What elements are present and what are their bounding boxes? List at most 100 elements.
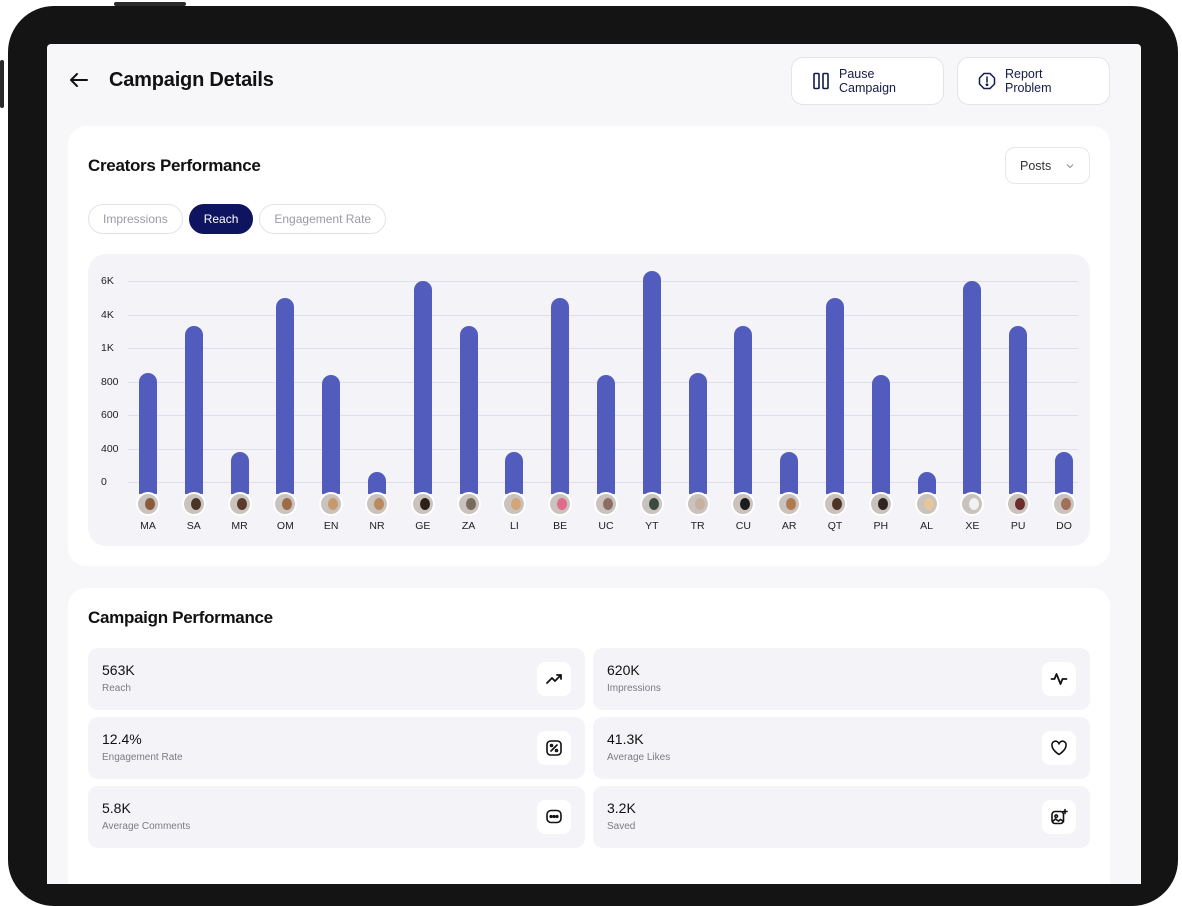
tab-impressions[interactable]: Impressions	[88, 204, 183, 234]
x-tick-label: YT	[645, 520, 659, 532]
chart-bar-uc[interactable]	[597, 374, 615, 494]
creator-avatar[interactable]	[594, 492, 618, 516]
back-arrow-icon[interactable]	[67, 68, 91, 92]
comment-icon	[537, 800, 571, 834]
app-screen: Campaign Details Pause Campaign Report P…	[47, 44, 1141, 884]
creator-avatar[interactable]	[502, 492, 527, 516]
chart-bar-ge[interactable]	[413, 281, 432, 494]
x-tick-label: MA	[140, 520, 156, 532]
chart-bar-do[interactable]	[1055, 451, 1073, 494]
campaign-performance-card: Campaign Performance 563K Reach 620K Imp…	[68, 588, 1110, 884]
chart-bar-za[interactable]	[459, 325, 478, 494]
creator-avatar[interactable]	[777, 492, 802, 516]
creator-avatar[interactable]	[639, 492, 664, 516]
tab-engagement-rate[interactable]: Engagement Rate	[259, 204, 387, 234]
metric-card-impressions: 620K Impressions	[593, 648, 1090, 710]
creator-avatar[interactable]	[914, 492, 939, 516]
y-tick-label: 800	[101, 375, 119, 388]
chart-bar-yt[interactable]	[642, 270, 661, 494]
metric-label: Impressions	[607, 683, 661, 694]
y-tick-label: 400	[101, 442, 119, 455]
metric-card-average-comments: 5.8K Average Comments	[88, 786, 585, 848]
creator-avatar[interactable]	[1006, 492, 1031, 516]
x-tick-label: OM	[276, 520, 294, 532]
creator-avatar[interactable]	[548, 492, 573, 516]
posts-dropdown-value: Posts	[1020, 158, 1052, 173]
x-tick-label: ZA	[461, 520, 476, 532]
creator-avatar[interactable]	[365, 492, 389, 516]
y-tick-label: 6K	[101, 275, 114, 287]
metric-label: Saved	[607, 821, 636, 832]
x-tick-label: QT	[827, 520, 843, 532]
x-tick-label: AR	[781, 520, 797, 532]
y-tick-label: 0	[101, 476, 107, 488]
creator-avatar[interactable]	[823, 492, 847, 516]
trending-up-icon	[537, 662, 571, 696]
x-tick-label: SA	[186, 520, 201, 532]
creator-avatar[interactable]	[273, 492, 298, 516]
pause-campaign-button[interactable]: Pause Campaign	[791, 57, 944, 105]
metric-label: Reach	[102, 683, 131, 694]
chart-bar-ma[interactable]	[139, 373, 157, 494]
activity-icon	[1042, 662, 1076, 696]
metric-value: 12.4%	[102, 731, 142, 747]
alert-octagon-icon	[978, 72, 996, 90]
chart-bar-al[interactable]	[917, 471, 936, 494]
report-problem-button[interactable]: Report Problem	[957, 57, 1110, 105]
creator-avatar[interactable]	[685, 492, 710, 516]
chart-bar-en[interactable]	[322, 374, 341, 494]
creator-avatar[interactable]	[1052, 492, 1076, 516]
x-tick-label: BE	[553, 520, 568, 532]
y-tick-label: 600	[101, 409, 119, 421]
chart-bar-qt[interactable]	[826, 297, 844, 494]
top-button-2	[144, 2, 186, 6]
x-tick-label: TR	[690, 520, 705, 532]
chart-bar-nr[interactable]	[368, 471, 386, 494]
pause-icon	[813, 72, 829, 90]
chart-bar-cu[interactable]	[734, 325, 753, 494]
creator-avatar[interactable]	[868, 492, 893, 516]
chart-bar-be[interactable]	[551, 297, 570, 494]
chart-bar-mr[interactable]	[230, 451, 249, 494]
metric-value: 3.2K	[607, 800, 636, 816]
creator-avatar[interactable]	[410, 492, 435, 516]
metric-value: 563K	[102, 662, 135, 678]
chart-bar-sa[interactable]	[184, 325, 203, 494]
creator-avatar[interactable]	[731, 492, 756, 516]
chart-bar-ar[interactable]	[780, 451, 799, 494]
heart-icon	[1042, 731, 1076, 765]
creators-performance-card: Creators Performance Posts Impressions R…	[68, 126, 1110, 566]
chart-gridline	[128, 314, 1078, 316]
metric-card-saved: 3.2K Saved	[593, 786, 1090, 848]
metric-label: Engagement Rate	[102, 752, 183, 763]
x-tick-label: NR	[369, 520, 385, 532]
chart-bar-pu[interactable]	[1009, 325, 1028, 494]
x-tick-label: EN	[323, 520, 339, 532]
chart-bar-tr[interactable]	[688, 373, 707, 494]
metric-card-reach: 563K Reach	[88, 648, 585, 710]
creator-avatar[interactable]	[319, 492, 344, 516]
posts-dropdown[interactable]: Posts	[1005, 147, 1090, 184]
campaign-performance-title: Campaign Performance	[88, 608, 273, 627]
chart-bar-ph[interactable]	[871, 374, 890, 494]
chart-bar-xe[interactable]	[963, 281, 982, 494]
creator-avatar[interactable]	[456, 492, 481, 516]
metric-label: Average Likes	[607, 752, 671, 763]
x-tick-label: MR	[231, 520, 248, 532]
metric-label: Average Comments	[102, 821, 191, 832]
creator-avatar[interactable]	[227, 492, 252, 516]
creator-avatar[interactable]	[181, 492, 206, 516]
tab-reach[interactable]: Reach	[188, 204, 254, 234]
x-tick-label: PU	[1010, 520, 1026, 532]
y-tick-label: 1K	[101, 342, 114, 354]
percent-icon	[537, 731, 571, 765]
top-button	[114, 2, 156, 6]
x-tick-label: GE	[415, 520, 431, 532]
chart-bar-om[interactable]	[276, 297, 295, 494]
metric-value: 41.3K	[607, 731, 644, 747]
creator-avatar[interactable]	[136, 492, 160, 516]
x-tick-label: XE	[965, 520, 980, 532]
page-header: Campaign Details Pause Campaign Report P…	[47, 44, 1141, 124]
chart-bar-li[interactable]	[505, 451, 524, 494]
creator-avatar[interactable]	[960, 492, 985, 516]
